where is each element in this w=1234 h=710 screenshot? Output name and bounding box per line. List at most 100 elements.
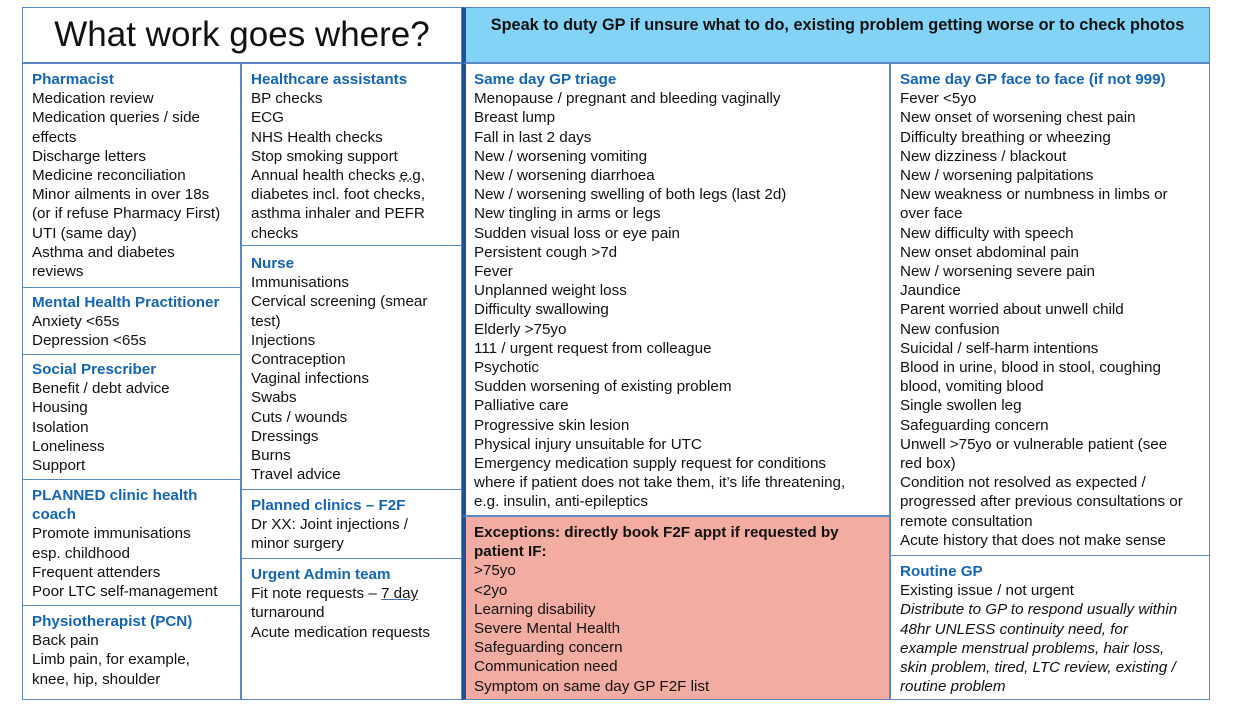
list-item: Suicidal / self-harm intentions — [900, 339, 1099, 357]
list-item: >75yo — [474, 562, 516, 580]
list-item: New weakness or numbness in limbs or — [900, 186, 1168, 204]
list-item: Contraception — [251, 351, 346, 369]
divider — [22, 605, 241, 606]
list-item: Single swollen leg — [900, 397, 1022, 415]
list-item: Annual health checks e.g. — [251, 166, 452, 185]
list-item: Support — [32, 457, 86, 475]
pharmacist-section: Pharmacist Medication review Medication … — [24, 66, 239, 281]
list-item: test) — [251, 312, 281, 330]
urgent-admin-title: Urgent Admin team — [251, 566, 391, 583]
list-item: Loneliness — [32, 437, 105, 455]
list-item: Difficulty swallowing — [474, 301, 609, 319]
planned-f2f-title: Planned clinics – F2F — [251, 497, 406, 514]
list-item: Swabs — [251, 389, 297, 407]
list-item: checks — [251, 224, 299, 242]
divider — [241, 245, 462, 246]
duty-gp-banner: Speak to duty GP if unsure what to do, e… — [462, 7, 1210, 63]
list-item: Minor ailments in over 18s — [32, 186, 210, 204]
list-item: Existing issue / not urgent — [900, 582, 1074, 600]
list-item: where if patient does not take them, it’… — [474, 474, 846, 492]
list-item: Acute medication requests — [251, 623, 430, 641]
list-item: Medication queries / side — [32, 109, 200, 127]
list-item: Cervical screening (smear — [251, 293, 428, 311]
list-item: Palliative care — [474, 397, 569, 415]
list-item: Unwell >75yo or vulnerable patient (see — [900, 435, 1168, 453]
list-item: turnaround — [251, 604, 325, 622]
social-prescriber-section: Social Prescriber Benefit / debt advice … — [24, 356, 239, 475]
list-item: BP checks — [251, 90, 323, 108]
banner-text: Speak to duty GP if unsure what to do, e… — [490, 16, 1185, 34]
list-item: red box) — [900, 455, 956, 473]
list-item: Fever — [474, 263, 513, 281]
divider — [241, 489, 462, 490]
list-item: Fall in last 2 days — [474, 128, 592, 146]
list-item: Fit note requests – 7 day — [251, 584, 452, 603]
list-item: remote consultation — [900, 512, 1033, 530]
list-item: New / worsening swelling of both legs (l… — [474, 186, 787, 204]
list-item: Progressive skin lesion — [474, 416, 630, 434]
list-item: Frequent attenders — [32, 563, 161, 581]
list-item: NHS Health checks — [251, 128, 383, 146]
list-item: effects — [32, 128, 77, 146]
list-item: routine problem — [900, 678, 1006, 696]
list-item: Safeguarding concern — [474, 639, 623, 657]
list-item: Unplanned weight loss — [474, 282, 627, 300]
list-item: Elderly >75yo — [474, 320, 567, 338]
f2f-title: Same day GP face to face (if not 999) — [900, 71, 1166, 88]
list-item: Promote immunisations — [32, 525, 191, 543]
pharmacist-title: Pharmacist — [32, 71, 114, 88]
list-item: Severe Mental Health — [474, 620, 621, 638]
social-prescriber-title: Social Prescriber — [32, 361, 157, 378]
fit-note-text: Fit note requests – — [251, 585, 382, 603]
list-item: Dr XX: Joint injections / — [251, 516, 408, 534]
list-item: Depression <65s — [32, 332, 147, 350]
hca-section: Healthcare assistants BP checks ECG NHS … — [243, 66, 460, 243]
list-item: Breast lump — [474, 109, 556, 127]
list-item: New dizziness / blackout — [900, 147, 1067, 165]
list-item: Burns — [251, 447, 291, 465]
triage-column — [462, 63, 890, 516]
mental-health-title: Mental Health Practitioner — [32, 294, 220, 311]
hca-title: Healthcare assistants — [251, 71, 408, 88]
list-item: Difficulty breathing or wheezing — [900, 128, 1111, 146]
planned-coach-title: PLANNED clinic health — [32, 487, 198, 504]
list-item: Limb pain, for example, — [32, 651, 190, 669]
exceptions-title: Exceptions: directly book F2F appt if re… — [474, 524, 839, 541]
left-column — [22, 63, 241, 700]
list-item: 48hr UNLESS continuity need, for — [900, 620, 1128, 638]
list-item: Acute history that does not make sense — [900, 531, 1166, 549]
nurse-section: Nurse Immunisations Cervical screening (… — [243, 250, 460, 484]
list-item: <2yo — [474, 581, 508, 599]
list-item: Psychotic — [474, 359, 539, 377]
middle-column — [241, 63, 462, 700]
list-item: Housing — [32, 399, 88, 417]
routine-gp-section: Routine GP Existing issue / not urgent D… — [892, 558, 1208, 696]
list-item: asthma inhaler and PEFR — [251, 205, 425, 223]
list-item: New / worsening palpitations — [900, 167, 1094, 185]
mental-health-section: Mental Health Practitioner Anxiety <65s … — [24, 289, 239, 351]
list-item: Stop smoking support — [251, 147, 398, 165]
list-item: Symptom on same day GP F2F list — [474, 677, 710, 695]
list-item: Communication need — [474, 658, 618, 676]
list-item: Cuts / wounds — [251, 408, 348, 426]
eg-text: e.g. — [399, 167, 425, 185]
title-box: What work goes where? — [22, 7, 462, 63]
list-item: blood, vomiting blood — [900, 378, 1044, 396]
list-item: minor surgery — [251, 535, 344, 553]
list-item: Anxiety <65s — [32, 313, 120, 331]
list-item: skin problem, tired, LTC review, existin… — [900, 659, 1176, 677]
list-item: Isolation — [32, 418, 89, 436]
list-item: knee, hip, shoulder — [32, 670, 161, 688]
list-item: 111 / urgent request from colleague — [474, 339, 712, 357]
list-item: Immunisations — [251, 274, 349, 292]
list-item: Injections — [251, 331, 316, 349]
list-item: Benefit / debt advice — [32, 380, 170, 398]
page-title: What work goes where? — [54, 15, 430, 54]
list-item: Distribute to GP to respond usually with… — [900, 601, 1178, 619]
list-item: New onset of worsening chest pain — [900, 109, 1136, 127]
annual-checks-text: Annual health checks — [251, 167, 400, 185]
list-item: Safeguarding concern — [900, 416, 1049, 434]
triage-title: Same day GP triage — [474, 71, 617, 88]
physio-title: Physiotherapist (PCN) — [32, 613, 193, 630]
divider — [241, 558, 462, 559]
